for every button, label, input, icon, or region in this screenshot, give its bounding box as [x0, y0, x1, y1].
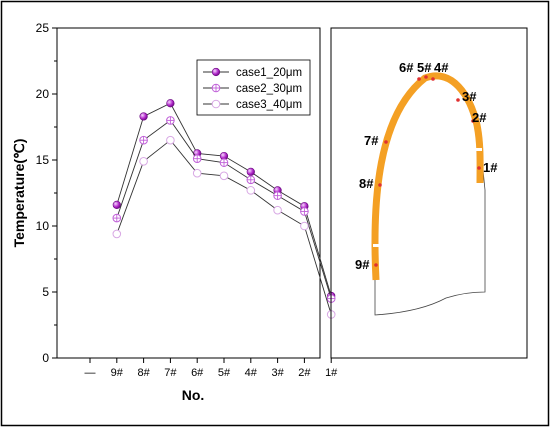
x-tick-label: 6#: [191, 367, 204, 379]
x-axis: — 9# 8# 7# 6# 5# 4# 3# 2# 1#: [85, 358, 338, 379]
series-line: [116, 102, 332, 297]
sensor-position-diagram: 6# 5# 4# 3# 2# 1# 7# 8# 9#: [330, 27, 528, 359]
data-point: [112, 200, 121, 209]
label-6: 6#: [399, 60, 414, 75]
label-4: 4#: [434, 60, 449, 75]
x-tick-label: 1#: [325, 367, 338, 379]
point-5: [424, 75, 428, 79]
point-6: [417, 77, 421, 81]
data-point: [192, 168, 202, 178]
label-7: 7#: [364, 133, 379, 148]
label-2: 2#: [472, 110, 487, 125]
series-3: [112, 135, 336, 319]
series-layer: [112, 99, 336, 319]
x-tick-label: 2#: [298, 367, 311, 379]
legend-marker: [211, 83, 221, 93]
point-7: [384, 140, 388, 144]
x-tick-label: 5#: [218, 367, 231, 379]
data-point: [139, 135, 148, 145]
shape-outline: [374, 159, 486, 316]
data-point: [219, 158, 229, 167]
data-point: [300, 207, 309, 216]
data-point: [300, 221, 309, 231]
legend: case1_20μm case2_30μm case3_40μm: [196, 59, 311, 116]
series-line: [116, 119, 332, 299]
segment-gap: [373, 244, 379, 247]
legend-label: case2_30μm: [236, 83, 302, 95]
label-3: 3#: [462, 89, 477, 104]
label-5: 5#: [417, 60, 432, 75]
temperature-chart: 0 5 10 15 20 25 — 9# 8# 7# 6# 5# 4# 3# 2# 1# No. Tempe…: [11, 21, 338, 403]
data-point: [166, 135, 175, 145]
data-point: [166, 99, 175, 108]
label-9: 9#: [355, 257, 370, 272]
data-point: [219, 171, 229, 181]
data-point: [246, 186, 256, 195]
legend-entry: case3_40μm: [203, 99, 302, 111]
x-tick-label: —: [85, 367, 96, 379]
x-axis-label: No.: [182, 387, 205, 403]
data-point: [192, 154, 202, 163]
legend-entry: case1_20μm: [203, 67, 302, 79]
y-tick-label: 10: [36, 219, 50, 233]
x-tick-label: 8#: [137, 367, 150, 379]
series-1: [112, 99, 336, 301]
data-point: [246, 175, 256, 185]
series-2: [112, 116, 336, 303]
legend-label: case3_40μm: [236, 99, 302, 111]
point-4: [431, 77, 435, 81]
label-8: 8#: [359, 176, 374, 191]
point-2: [471, 119, 475, 123]
data-point: [166, 116, 175, 125]
y-axis-label: Temperature(℃): [11, 139, 27, 248]
y-tick-label: 25: [36, 21, 50, 35]
point-1: [477, 166, 481, 170]
data-point: [139, 112, 148, 121]
legend-entry: case2_30μm: [203, 83, 302, 95]
y-tick-label: 0: [42, 351, 49, 365]
data-point: [246, 167, 255, 176]
x-tick-label: 4#: [245, 367, 258, 379]
legend-label: case1_20μm: [236, 67, 302, 79]
diagram-border: [330, 27, 528, 359]
x-tick-label: 7#: [164, 367, 177, 379]
x-tick-label: 3#: [271, 367, 284, 379]
legend-marker: [211, 67, 221, 77]
y-axis: 0 5 10 15 20 25: [36, 21, 57, 365]
x-tick-label: 9#: [111, 367, 124, 379]
data-point: [273, 191, 282, 200]
y-tick-label: 20: [36, 87, 50, 101]
point-3: [456, 98, 460, 102]
profile-curve: [371, 72, 484, 281]
segment-gap: [476, 148, 482, 151]
y-tick-label: 15: [36, 153, 50, 167]
point-9: [374, 263, 378, 267]
data-point: [273, 205, 282, 215]
point-8: [378, 183, 382, 187]
data-point: [112, 213, 122, 223]
y-tick-label: 5: [42, 285, 49, 299]
legend-marker: [211, 99, 221, 109]
data-point: [112, 229, 122, 239]
data-point: [139, 157, 148, 166]
label-1: 1#: [483, 160, 498, 175]
